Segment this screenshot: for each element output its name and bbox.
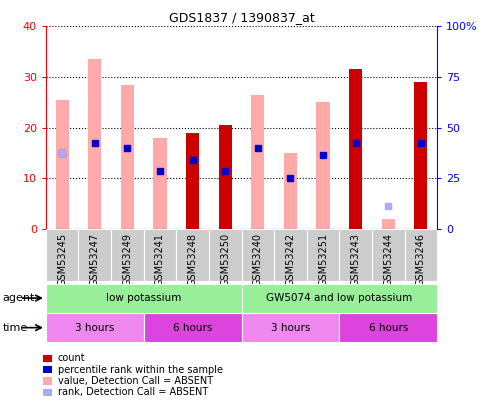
Bar	[144, 313, 242, 342]
Text: GSM53243: GSM53243	[351, 233, 361, 286]
Bar	[284, 153, 297, 229]
Text: GSM53246: GSM53246	[416, 233, 426, 286]
Bar	[339, 229, 372, 281]
Bar	[414, 82, 427, 229]
Text: agent: agent	[2, 293, 35, 303]
Text: count: count	[58, 354, 85, 363]
Bar	[154, 138, 167, 229]
Text: 3 hours: 3 hours	[75, 323, 114, 333]
Bar	[307, 229, 339, 281]
Bar	[339, 313, 437, 342]
Bar	[121, 85, 134, 229]
Bar	[219, 125, 232, 229]
Bar	[78, 229, 111, 281]
Text: value, Detection Call = ABSENT: value, Detection Call = ABSENT	[58, 376, 213, 386]
Bar	[242, 229, 274, 281]
Text: 3 hours: 3 hours	[270, 323, 310, 333]
Text: rank, Detection Call = ABSENT: rank, Detection Call = ABSENT	[58, 388, 208, 397]
Bar	[242, 313, 339, 342]
Bar	[316, 102, 329, 229]
Text: GSM53242: GSM53242	[285, 233, 296, 286]
Text: percentile rank within the sample: percentile rank within the sample	[58, 365, 223, 375]
Bar	[405, 229, 437, 281]
Bar	[88, 59, 101, 229]
Bar	[349, 69, 362, 229]
Bar	[382, 219, 395, 229]
Bar	[372, 229, 405, 281]
Bar	[242, 284, 437, 313]
Text: GSM53247: GSM53247	[90, 233, 100, 286]
Bar	[274, 229, 307, 281]
Bar	[56, 100, 69, 229]
Bar	[46, 284, 242, 313]
Text: GSM53249: GSM53249	[122, 233, 132, 286]
Text: GW5074 and low potassium: GW5074 and low potassium	[266, 293, 412, 303]
Text: GSM53250: GSM53250	[220, 233, 230, 286]
Text: GSM53245: GSM53245	[57, 233, 67, 286]
Text: GSM53248: GSM53248	[187, 233, 198, 286]
Text: GSM53241: GSM53241	[155, 233, 165, 286]
Text: 6 hours: 6 hours	[369, 323, 408, 333]
Bar	[251, 95, 264, 229]
Text: GSM53244: GSM53244	[383, 233, 393, 286]
Bar	[46, 313, 144, 342]
Text: time: time	[2, 323, 28, 333]
Text: GSM53240: GSM53240	[253, 233, 263, 286]
Bar	[209, 229, 242, 281]
Bar	[46, 229, 79, 281]
Title: GDS1837 / 1390837_at: GDS1837 / 1390837_at	[169, 11, 314, 24]
Bar	[176, 229, 209, 281]
Bar	[186, 133, 199, 229]
Bar	[111, 229, 144, 281]
Text: low potassium: low potassium	[106, 293, 182, 303]
Bar	[144, 229, 176, 281]
Text: GSM53251: GSM53251	[318, 233, 328, 286]
Text: 6 hours: 6 hours	[173, 323, 213, 333]
